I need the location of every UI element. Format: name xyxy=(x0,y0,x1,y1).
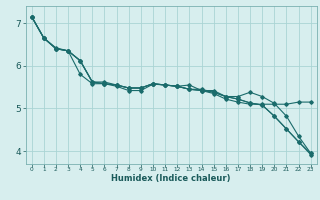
X-axis label: Humidex (Indice chaleur): Humidex (Indice chaleur) xyxy=(111,174,231,183)
